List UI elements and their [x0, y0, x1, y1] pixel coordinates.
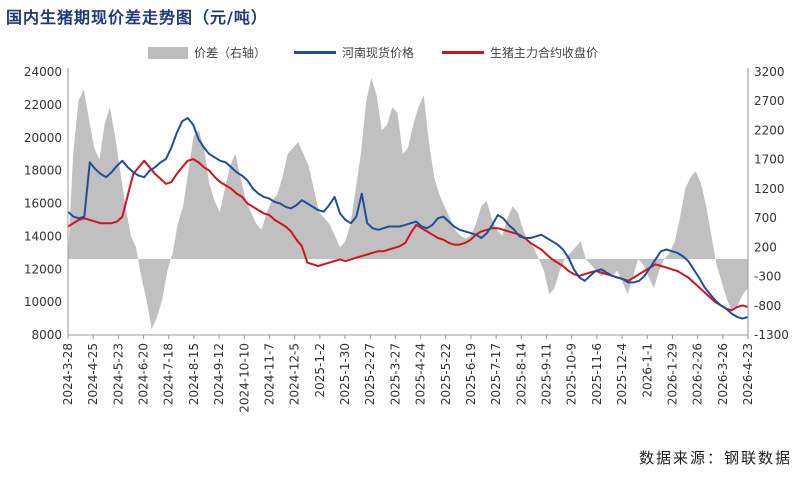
x-tick-label: 2025-12-4 [615, 343, 629, 405]
x-tick-label: 2025-7-17 [489, 343, 503, 405]
legend-swatch-spread [148, 46, 188, 59]
legend-item-futures: 生猪主力合约收盘价 [442, 44, 598, 61]
x-tick-label: 2025-9-11 [540, 343, 554, 405]
left-tick-label: 20000 [24, 131, 62, 145]
x-tick-label: 2024-7-18 [162, 343, 176, 405]
x-tick-label: 2024-8-15 [187, 343, 201, 405]
chart-legend: 价差（右轴） 河南现货价格 生猪主力合约收盘价 [148, 44, 598, 61]
right-tick-label: 200 [754, 240, 777, 254]
x-tick-label: 2026-1-29 [665, 343, 679, 405]
right-tick-label: -800 [754, 299, 781, 313]
x-tick-label: 2025-5-22 [439, 343, 453, 405]
x-tick-label: 2026-2-26 [691, 343, 705, 405]
left-tick-label: 18000 [24, 164, 62, 178]
left-tick-label: 10000 [24, 295, 62, 309]
legend-item-spot: 河南现货价格 [294, 44, 414, 61]
source-note: 数据来源：钢联数据 [638, 449, 792, 467]
x-tick-label: 2024-9-12 [212, 343, 226, 405]
x-tick-label: 2025-10-9 [565, 343, 579, 405]
left-tick-label: 22000 [24, 98, 62, 112]
x-tick-label: 2025-1-2 [313, 343, 327, 397]
x-tick-label: 2025-3-27 [388, 343, 402, 405]
spread-area [68, 77, 748, 330]
left-tick-label: 24000 [24, 65, 62, 79]
x-tick-label: 2024-4-25 [86, 343, 100, 405]
right-tick-label: -1300 [754, 328, 789, 342]
x-tick-label: 2024-3-28 [61, 343, 75, 405]
x-tick-label: 2024-10-10 [237, 343, 251, 413]
x-tick-label: 2026-4-23 [741, 343, 755, 405]
legend-swatch-futures [442, 51, 485, 54]
chart-title: 国内生猪期现价差走势图（元/吨） [6, 8, 268, 27]
x-tick-label: 2025-6-19 [464, 343, 478, 405]
x-tick-label: 2026-1-1 [640, 343, 654, 397]
x-tick-label: 2024-12-5 [288, 343, 302, 405]
left-tick-label: 16000 [24, 197, 62, 211]
left-tick-label: 14000 [24, 229, 62, 243]
legend-label-futures: 生猪主力合约收盘价 [490, 46, 599, 60]
x-tick-label: 2025-11-6 [590, 343, 604, 405]
left-tick-label: 12000 [24, 262, 62, 276]
x-tick-label: 2025-4-24 [414, 343, 428, 405]
right-tick-label: -300 [754, 270, 781, 284]
x-tick-label: 2024-5-23 [111, 343, 125, 405]
spot-price-line [67, 117, 749, 320]
right-tick-label: 700 [754, 211, 777, 225]
legend-label-spread: 价差（右轴） [194, 46, 267, 60]
right-tick-label: 3200 [754, 65, 785, 79]
legend-item-spread: 价差（右轴） [148, 44, 266, 61]
x-tick-label: 2025-1-30 [338, 343, 352, 405]
x-tick-label: 2024-6-20 [137, 343, 151, 405]
right-tick-label: 2200 [754, 123, 785, 137]
left-tick-label: 8000 [31, 328, 62, 342]
right-tick-label: 1700 [754, 153, 785, 167]
right-tick-label: 1200 [754, 182, 785, 196]
x-tick-label: 2026-3-26 [716, 343, 730, 405]
right-tick-label: 2700 [754, 94, 785, 108]
x-tick-label: 2025-2-27 [363, 343, 377, 405]
x-tick-label: 2024-11-7 [262, 343, 276, 405]
x-tick-label: 2025-8-14 [514, 343, 528, 405]
legend-label-spot: 河南现货价格 [342, 46, 415, 60]
futures-price-line [67, 158, 749, 312]
legend-swatch-spot [294, 51, 337, 54]
